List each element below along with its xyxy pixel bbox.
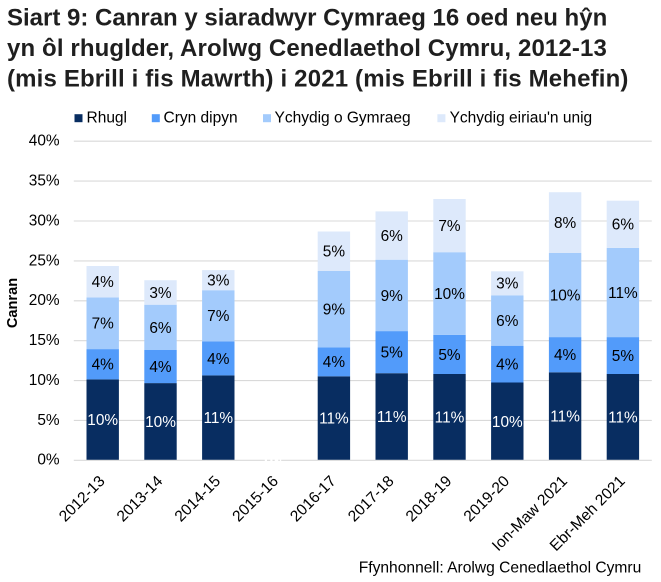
svg-text:4%: 4% xyxy=(207,351,230,368)
svg-text:8%: 8% xyxy=(554,215,577,232)
svg-text:10%: 10% xyxy=(434,286,465,303)
svg-text:Ychydig o Gymraeg: Ychydig o Gymraeg xyxy=(275,110,411,127)
svg-text:Canran: Canran xyxy=(5,278,21,328)
svg-text:4%: 4% xyxy=(496,357,519,374)
svg-text:7%: 7% xyxy=(438,218,461,235)
svg-text:6%: 6% xyxy=(496,313,519,330)
svg-text:Ychydig eiriau'n unig: Ychydig eiriau'n unig xyxy=(450,110,593,127)
svg-text:10%: 10% xyxy=(145,414,176,431)
svg-text:9%: 9% xyxy=(323,302,346,319)
svg-text:25%: 25% xyxy=(29,252,60,269)
svg-text:10%: 10% xyxy=(550,287,581,304)
svg-text:5%: 5% xyxy=(612,348,635,365)
svg-text:6%: 6% xyxy=(381,228,404,245)
svg-text:4%: 4% xyxy=(92,274,115,291)
svg-text:4%: 4% xyxy=(92,357,115,374)
svg-text:11%: 11% xyxy=(550,409,580,426)
svg-text:11%: 11% xyxy=(608,410,638,427)
svg-text:5%: 5% xyxy=(323,244,346,261)
svg-text:10%: 10% xyxy=(29,372,60,389)
svg-text:3%: 3% xyxy=(496,276,519,293)
svg-text:6%: 6% xyxy=(149,320,172,337)
svg-text:9%: 9% xyxy=(381,288,404,305)
svg-text:11%: 11% xyxy=(203,410,233,427)
svg-text:3%: 3% xyxy=(207,273,230,290)
svg-text:40%: 40% xyxy=(29,133,60,150)
svg-text:4%: 4% xyxy=(554,347,577,364)
svg-text:10%: 10% xyxy=(492,414,523,431)
svg-text:Ffynhonnell: Arolwg Cenedlaeth: Ffynhonnell: Arolwg Cenedlaethol Cymru xyxy=(359,560,642,577)
svg-text:5%: 5% xyxy=(37,412,60,429)
svg-text:30%: 30% xyxy=(29,212,60,229)
svg-text:20%: 20% xyxy=(29,292,60,309)
svg-text:0%: 0% xyxy=(37,452,60,469)
svg-text:yn ôl rhuglder, Arolwg Cenedla: yn ôl rhuglder, Arolwg Cenedlaethol Cymr… xyxy=(7,35,607,62)
svg-text:4%: 4% xyxy=(149,359,172,376)
svg-text:11%: 11% xyxy=(319,411,349,428)
svg-text:11%: 11% xyxy=(435,410,465,427)
svg-text:Rhugl: Rhugl xyxy=(87,110,128,127)
svg-text:6%: 6% xyxy=(612,217,635,234)
svg-text:5%: 5% xyxy=(381,345,404,362)
svg-text:11%: 11% xyxy=(608,285,638,302)
svg-text:4%: 4% xyxy=(323,354,346,371)
svg-text:Cryn dipyn: Cryn dipyn xyxy=(164,110,238,127)
svg-text:3%: 3% xyxy=(149,285,172,302)
svg-text:5%: 5% xyxy=(438,347,461,364)
svg-text:11%: 11% xyxy=(377,409,407,426)
svg-text:7%: 7% xyxy=(207,308,230,325)
svg-text:7%: 7% xyxy=(92,316,115,333)
svg-text:(mis Ebrill i fis Mawrth) i 20: (mis Ebrill i fis Mawrth) i 2021 (mis Eb… xyxy=(7,66,629,93)
svg-text:Siart 9: Canran y siaradwyr Cy: Siart 9: Canran y siaradwyr Cymraeg 16 o… xyxy=(7,5,607,32)
svg-text:10%: 10% xyxy=(87,412,118,429)
svg-text:35%: 35% xyxy=(29,173,60,190)
svg-text:15%: 15% xyxy=(29,332,60,349)
